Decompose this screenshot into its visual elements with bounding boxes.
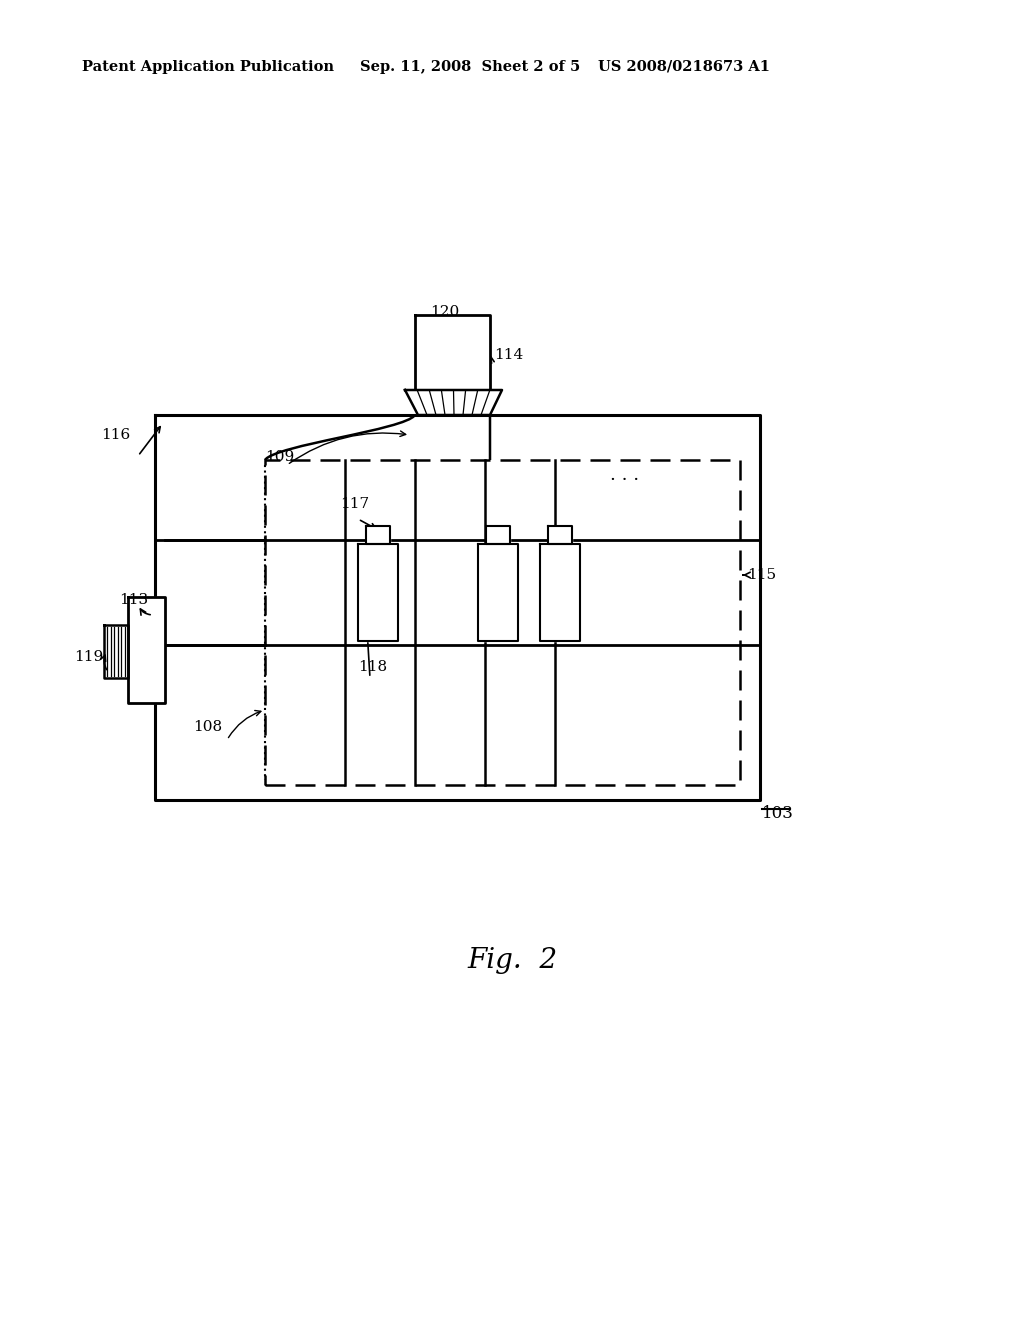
Text: 103: 103 [762,805,794,822]
Text: 119: 119 [74,649,103,664]
Text: Sep. 11, 2008  Sheet 2 of 5: Sep. 11, 2008 Sheet 2 of 5 [360,59,581,74]
Polygon shape [415,315,490,389]
Text: 120: 120 [430,305,460,319]
Bar [265,459,740,785]
Text: Patent Application Publication: Patent Application Publication [82,59,334,74]
Polygon shape [104,624,128,678]
Polygon shape [358,544,398,642]
Text: 114: 114 [494,348,523,362]
Polygon shape [478,544,518,642]
Text: 113: 113 [119,593,148,607]
Text: US 2008/0218673 A1: US 2008/0218673 A1 [598,59,770,74]
Text: . . .: . . . [610,466,639,484]
Text: 116: 116 [100,428,130,442]
Text: 108: 108 [193,719,222,734]
Text: 109: 109 [265,450,294,465]
Polygon shape [486,525,510,544]
Polygon shape [548,525,572,544]
Text: 117: 117 [340,498,369,511]
Polygon shape [540,544,580,642]
Polygon shape [366,525,390,544]
Text: Fig.  2: Fig. 2 [467,946,557,974]
Text: 115: 115 [746,568,776,582]
Text: 118: 118 [358,660,387,675]
Polygon shape [128,597,165,704]
Polygon shape [406,389,502,414]
